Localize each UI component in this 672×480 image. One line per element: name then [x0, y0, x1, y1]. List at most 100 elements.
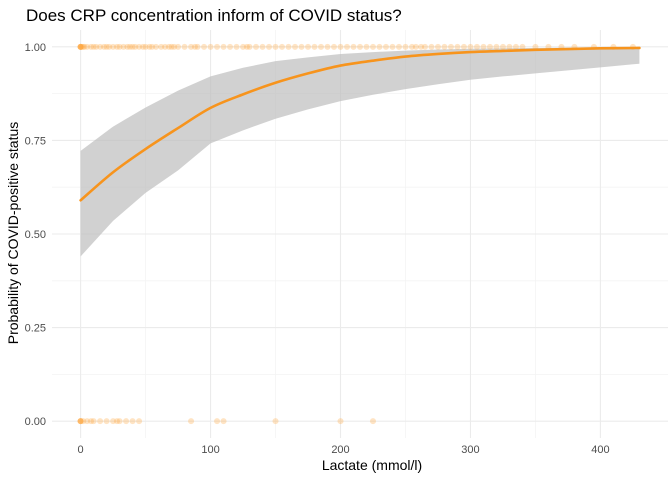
- data-point-positive: [93, 43, 100, 50]
- data-point-positive: [298, 43, 305, 50]
- data-point-positive: [246, 43, 253, 50]
- y-tick-label: 0.50: [25, 229, 46, 241]
- data-point-positive: [175, 43, 182, 50]
- data-point-positive: [106, 43, 113, 50]
- data-point-positive: [81, 43, 88, 50]
- data-point-positive: [318, 43, 325, 50]
- data-point-positive: [350, 43, 357, 50]
- data-point-positive: [357, 43, 363, 50]
- data-point-positive: [259, 43, 266, 50]
- fit-curve: [79, 46, 641, 202]
- data-point-positive: [311, 43, 318, 50]
- data-point-positive: [243, 43, 250, 50]
- data-point-positive: [460, 43, 467, 50]
- data-point-positive: [132, 43, 139, 50]
- data-point-positive: [506, 43, 513, 50]
- confidence-band: [80, 47, 640, 257]
- data-point-positive: [191, 43, 198, 50]
- data-point-positive: [162, 43, 169, 50]
- x-axis-title: Lactate (mmol/l): [322, 457, 422, 473]
- data-point-positive: [454, 43, 461, 50]
- data-point-positive: [305, 43, 312, 50]
- data-point-negative: [77, 418, 84, 425]
- data-point-negative: [103, 418, 110, 425]
- data-point-positive: [158, 43, 165, 50]
- data-point-positive: [139, 43, 146, 50]
- y-tick-label: 0.75: [25, 135, 46, 147]
- data-point-positive: [126, 43, 133, 50]
- data-point-positive: [116, 43, 123, 50]
- data-point-positive: [227, 43, 234, 50]
- data-point-positive: [188, 43, 195, 50]
- data-point-negative: [136, 418, 143, 425]
- data-point-positive: [113, 43, 120, 50]
- data-point-positive: [80, 43, 87, 50]
- y-tick-label: 1.00: [25, 42, 46, 54]
- data-point-negative: [214, 418, 221, 425]
- data-point-negative: [110, 418, 117, 425]
- data-point-positive: [149, 43, 156, 50]
- data-point-positive: [421, 43, 428, 50]
- data-point-negative: [80, 418, 87, 425]
- data-point-positive: [412, 43, 419, 50]
- data-point-positive: [129, 43, 136, 50]
- data-point-positive: [447, 43, 454, 50]
- data-point-positive: [486, 43, 493, 50]
- data-point-positive: [97, 43, 104, 50]
- data-point-positive: [331, 43, 338, 50]
- data-point-positive: [369, 43, 376, 50]
- data-point-positive: [279, 43, 286, 50]
- data-point-positive: [87, 43, 94, 50]
- data-point-positive: [146, 43, 153, 50]
- data-point-positive: [376, 43, 383, 50]
- y-axis-title: Probability of COVID-positive status: [5, 122, 21, 345]
- data-point-positive: [214, 43, 221, 50]
- data-point-positive: [240, 43, 247, 50]
- data-point-positive: [519, 43, 526, 50]
- data-point-positive: [207, 43, 214, 50]
- data-point-positive: [473, 43, 480, 50]
- data-point-negative: [337, 418, 344, 425]
- data-point-negative: [123, 418, 130, 425]
- x-tick-label: 400: [591, 444, 609, 456]
- data-point-positive: [402, 43, 409, 50]
- data-point-positive: [77, 43, 84, 50]
- data-point-positive: [344, 43, 351, 50]
- data-point-positive: [389, 43, 396, 50]
- data-point-positive: [363, 43, 370, 50]
- x-tick-label: 0: [78, 444, 84, 456]
- tick-labels: 0 100 200 300 400 0.00 0.25 0.50 0.75 1.00: [25, 42, 610, 456]
- data-point-negative: [77, 418, 84, 425]
- data-point-positive: [78, 43, 85, 50]
- data-point-positive: [181, 43, 188, 50]
- y-tick-label: 0.25: [25, 323, 46, 335]
- data-point-negative: [77, 418, 84, 425]
- data-point-positive: [434, 43, 441, 50]
- x-tick-label: 300: [461, 444, 479, 456]
- data-point-positive: [77, 43, 84, 50]
- data-point-positive: [441, 43, 448, 50]
- data-point-negative: [90, 418, 97, 425]
- data-point-positive: [103, 43, 110, 50]
- data-point-negative: [84, 418, 91, 425]
- data-point-positive: [201, 43, 208, 50]
- data-point-positive: [493, 43, 500, 50]
- data-point-positive: [382, 43, 389, 50]
- data-point-positive: [285, 43, 292, 50]
- data-point-positive: [337, 43, 344, 50]
- data-point-positive: [110, 43, 117, 50]
- data-point-positive: [480, 43, 487, 50]
- data-point-negative: [272, 418, 279, 425]
- data-point-negative: [188, 418, 195, 425]
- data-point-positive: [272, 43, 279, 50]
- data-point-positive: [532, 43, 539, 50]
- data-point-positive: [194, 43, 201, 50]
- data-point-negative: [77, 418, 84, 425]
- data-point-positive: [142, 43, 149, 50]
- data-point-positive: [324, 43, 331, 50]
- data-point-negative: [129, 418, 136, 425]
- data-point-positive: [499, 43, 506, 50]
- data-point-positive: [165, 43, 172, 50]
